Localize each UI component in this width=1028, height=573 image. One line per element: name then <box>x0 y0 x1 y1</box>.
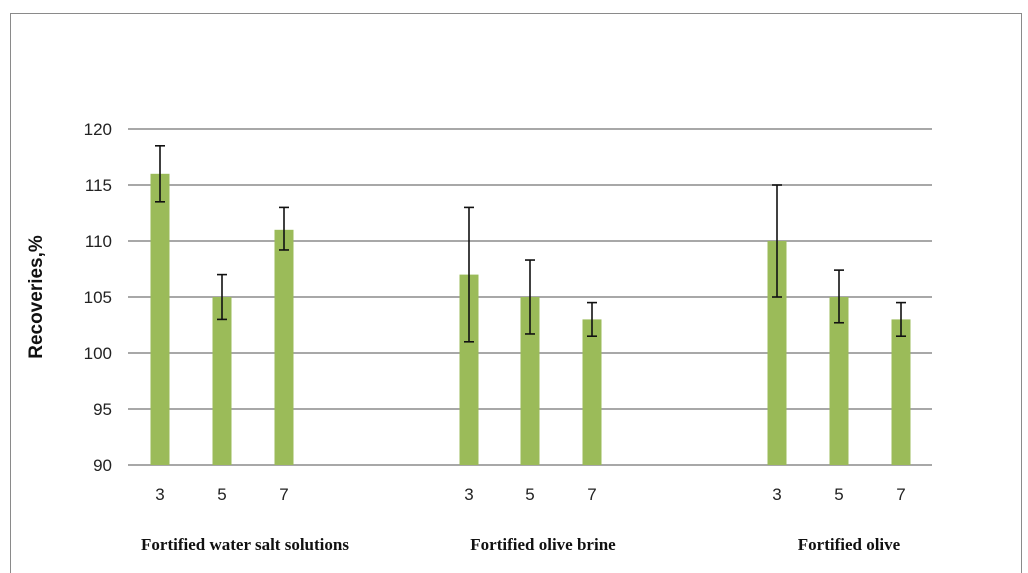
y-axis-label: Recoveries,% <box>26 235 47 359</box>
bar-group2-5 <box>520 297 540 465</box>
bar-group1-5 <box>212 297 232 465</box>
y-tick-110: 110 <box>85 232 112 251</box>
y-tick-95: 95 <box>93 400 112 419</box>
bar-group1-7 <box>274 229 294 465</box>
y-tick-90: 90 <box>93 456 112 475</box>
x-tick-group2-5: 5 <box>525 485 534 504</box>
x-tick-group1-3: 3 <box>155 485 164 504</box>
x-tick-group1-5: 5 <box>217 485 226 504</box>
bar-group3-7 <box>891 319 911 465</box>
bars <box>150 173 911 466</box>
x-tick-group1-7: 7 <box>279 485 288 504</box>
y-tick-115: 115 <box>85 176 112 195</box>
y-tick-120: 120 <box>84 120 112 139</box>
x-tick-group3-7: 7 <box>896 485 905 504</box>
x-tick-group3-3: 3 <box>772 485 781 504</box>
bar-group2-7 <box>582 319 602 465</box>
x-tick-group2-7: 7 <box>587 485 596 504</box>
x-axis-tick-labels: 3 5 7 3 5 7 3 5 7 <box>155 485 905 504</box>
group-label-3: Fortified olive <box>798 535 901 554</box>
y-axis-tick-labels: 90 95 100 105 110 115 120 <box>84 120 112 475</box>
group-label-1: Fortified water salt solutions <box>141 535 349 554</box>
error-bars <box>155 145 906 343</box>
group-labels: Fortified water salt solutions Fortified … <box>141 535 901 554</box>
x-tick-group2-3: 3 <box>464 485 473 504</box>
x-tick-group3-5: 5 <box>834 485 843 504</box>
y-tick-100: 100 <box>84 344 112 363</box>
bar-group3-5 <box>829 297 849 465</box>
bar-group1-3 <box>150 173 170 466</box>
bar-group2-3 <box>459 274 479 465</box>
chart-frame <box>10 13 1022 573</box>
y-tick-105: 105 <box>84 288 112 307</box>
group-label-2: Fortified olive brine <box>470 535 616 554</box>
